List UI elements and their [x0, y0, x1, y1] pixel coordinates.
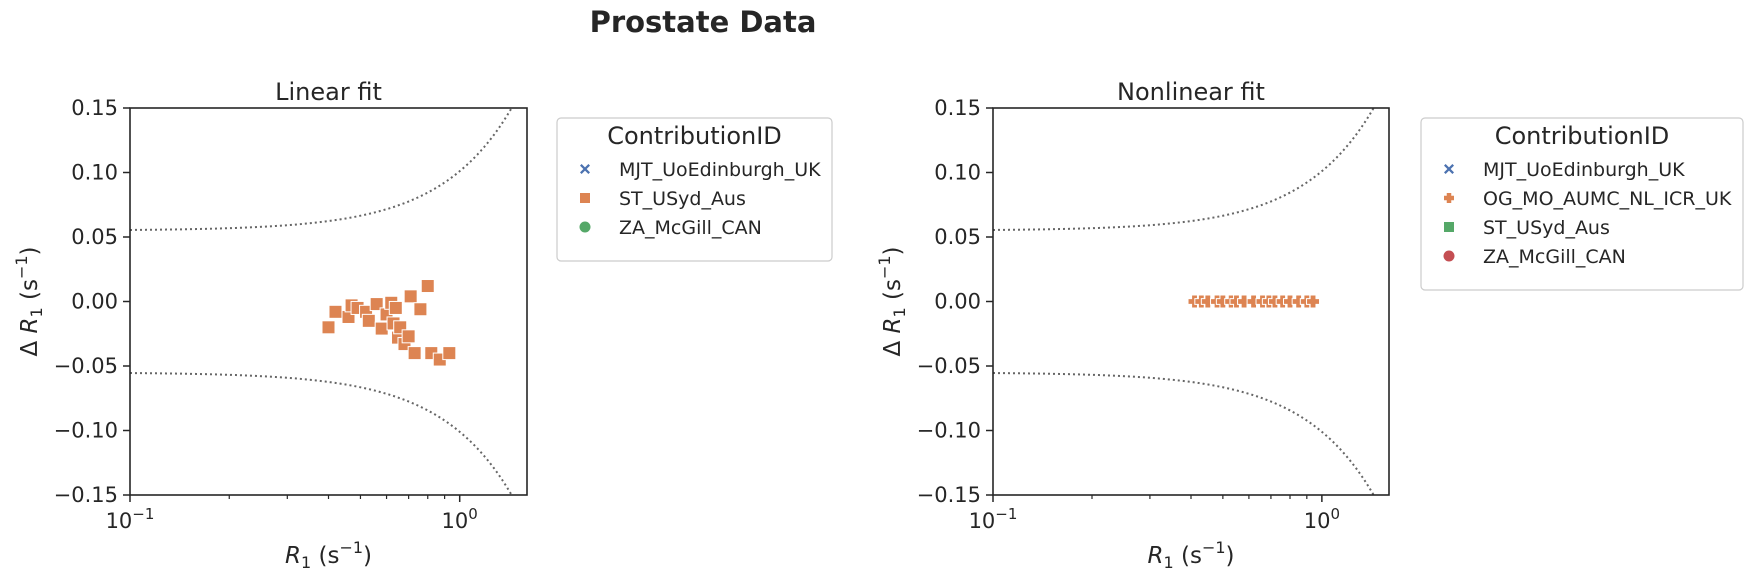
y-axis-label: Δ R1 (s−1)	[875, 246, 909, 356]
data-point	[374, 321, 389, 336]
y-tick-label: 0.15	[71, 96, 118, 120]
x-axis-label: R1 (s−1)	[1147, 538, 1234, 572]
chart-panel-2: Nonlinear fit 0.15 0.10 0.05 0.00 −0.05 −0.10 −…	[875, 78, 1744, 572]
chart-panel-1: Linear fit 0.15 0.10 0.05 0.00 −0.05 −0.10 −0.1…	[12, 78, 833, 572]
legend-marker	[580, 193, 590, 203]
figure-title: Prostate Data	[590, 5, 817, 39]
x-tick-label: 10−1	[106, 505, 155, 533]
legend-marker	[1444, 193, 1454, 203]
chart-title: Nonlinear fit	[1117, 78, 1265, 106]
y-tick-label: −0.15	[54, 483, 118, 507]
y-tick-label: 0.05	[934, 225, 981, 249]
legend: ContributionID MJT_UoEdinburgh_UK ST_USyd_…	[556, 117, 833, 262]
chart-title: Linear fit	[275, 78, 382, 106]
x-tick-label: 10−1	[969, 505, 1018, 533]
series-1	[1187, 294, 1321, 309]
data-point	[328, 304, 343, 319]
legend-label: MJT_UoEdinburgh_UK	[1483, 159, 1685, 181]
legend-label: ZA_McGill_CAN	[619, 217, 762, 239]
y-tick-label: 0.15	[934, 96, 981, 120]
series-1	[321, 279, 457, 367]
x-tick-label: 100	[1304, 505, 1340, 533]
legend-box	[556, 117, 833, 262]
y-tick-label: 0.10	[934, 161, 981, 185]
data-point	[442, 346, 457, 361]
legend-label: ZA_McGill_CAN	[1483, 246, 1626, 268]
data-point	[321, 320, 336, 335]
data-point	[407, 346, 422, 361]
y-tick-label: 0.10	[71, 161, 118, 185]
data-point	[1306, 294, 1321, 309]
legend-title: ContributionID	[607, 122, 782, 150]
lower-bound-curve	[993, 372, 1375, 495]
upper-bound-curve	[993, 108, 1375, 231]
y-tick-label: 0.00	[71, 290, 118, 314]
y-tick-label: 0.00	[934, 290, 981, 314]
data-point	[420, 279, 435, 294]
legend-label: MJT_UoEdinburgh_UK	[619, 159, 821, 181]
y-tick-label: 0.05	[71, 225, 118, 249]
data-point	[361, 313, 376, 328]
y-tick-label: −0.10	[54, 419, 118, 443]
y-axis-label: Δ R1 (s−1)	[12, 246, 46, 356]
legend-marker	[580, 164, 590, 174]
legend-marker	[1443, 250, 1455, 262]
data-point	[401, 329, 416, 344]
legend-label: ST_USyd_Aus	[1483, 217, 1610, 239]
data-point	[403, 289, 418, 304]
legend-label: ST_USyd_Aus	[619, 188, 746, 210]
legend-marker	[1444, 164, 1454, 174]
data-point	[413, 302, 428, 317]
x-axis-label: R1 (s−1)	[285, 538, 372, 572]
legend-label: OG_MO_AUMC_NL_ICR_UK	[1483, 188, 1732, 210]
data-point	[369, 297, 384, 312]
legend-box	[1420, 117, 1744, 291]
legend-marker	[1444, 222, 1454, 232]
upper-bound-curve	[130, 108, 513, 231]
y-tick-label: −0.10	[917, 419, 981, 443]
data-point	[388, 300, 403, 315]
legend-marker	[579, 221, 591, 233]
legend-title: ContributionID	[1495, 122, 1670, 150]
plot-frame	[129, 107, 528, 496]
y-tick-label: −0.05	[54, 354, 118, 378]
lower-bound-curve	[130, 372, 513, 495]
y-tick-label: −0.15	[917, 483, 981, 507]
legend: ContributionID MJT_UoEdinburgh_UK OG_MO_AU…	[1420, 117, 1744, 291]
x-tick-label: 100	[442, 505, 478, 533]
y-tick-label: −0.05	[917, 354, 981, 378]
